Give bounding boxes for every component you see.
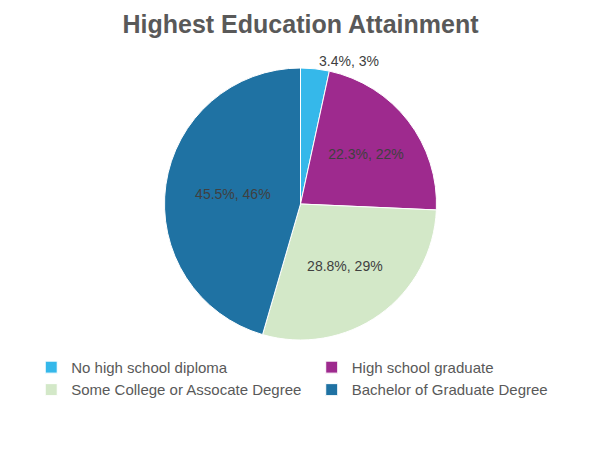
svg-text:No high school diploma: No high school diploma [71, 359, 228, 376]
svg-text:Bachelor of Graduate Degree: Bachelor of Graduate Degree [352, 381, 548, 398]
svg-text:3.4%, 3%: 3.4%, 3% [319, 53, 379, 69]
svg-text:45.5%, 46%: 45.5%, 46% [195, 186, 270, 202]
svg-text:Some College or Assocate Degre: Some College or Assocate Degree [71, 381, 301, 398]
svg-text:22.3%, 22%: 22.3%, 22% [328, 146, 404, 162]
svg-text:High school graduate: High school graduate [352, 359, 494, 376]
svg-text:Highest Education Attainment: Highest Education Attainment [122, 10, 479, 38]
svg-text:28.8%, 29%: 28.8%, 29% [307, 258, 383, 274]
